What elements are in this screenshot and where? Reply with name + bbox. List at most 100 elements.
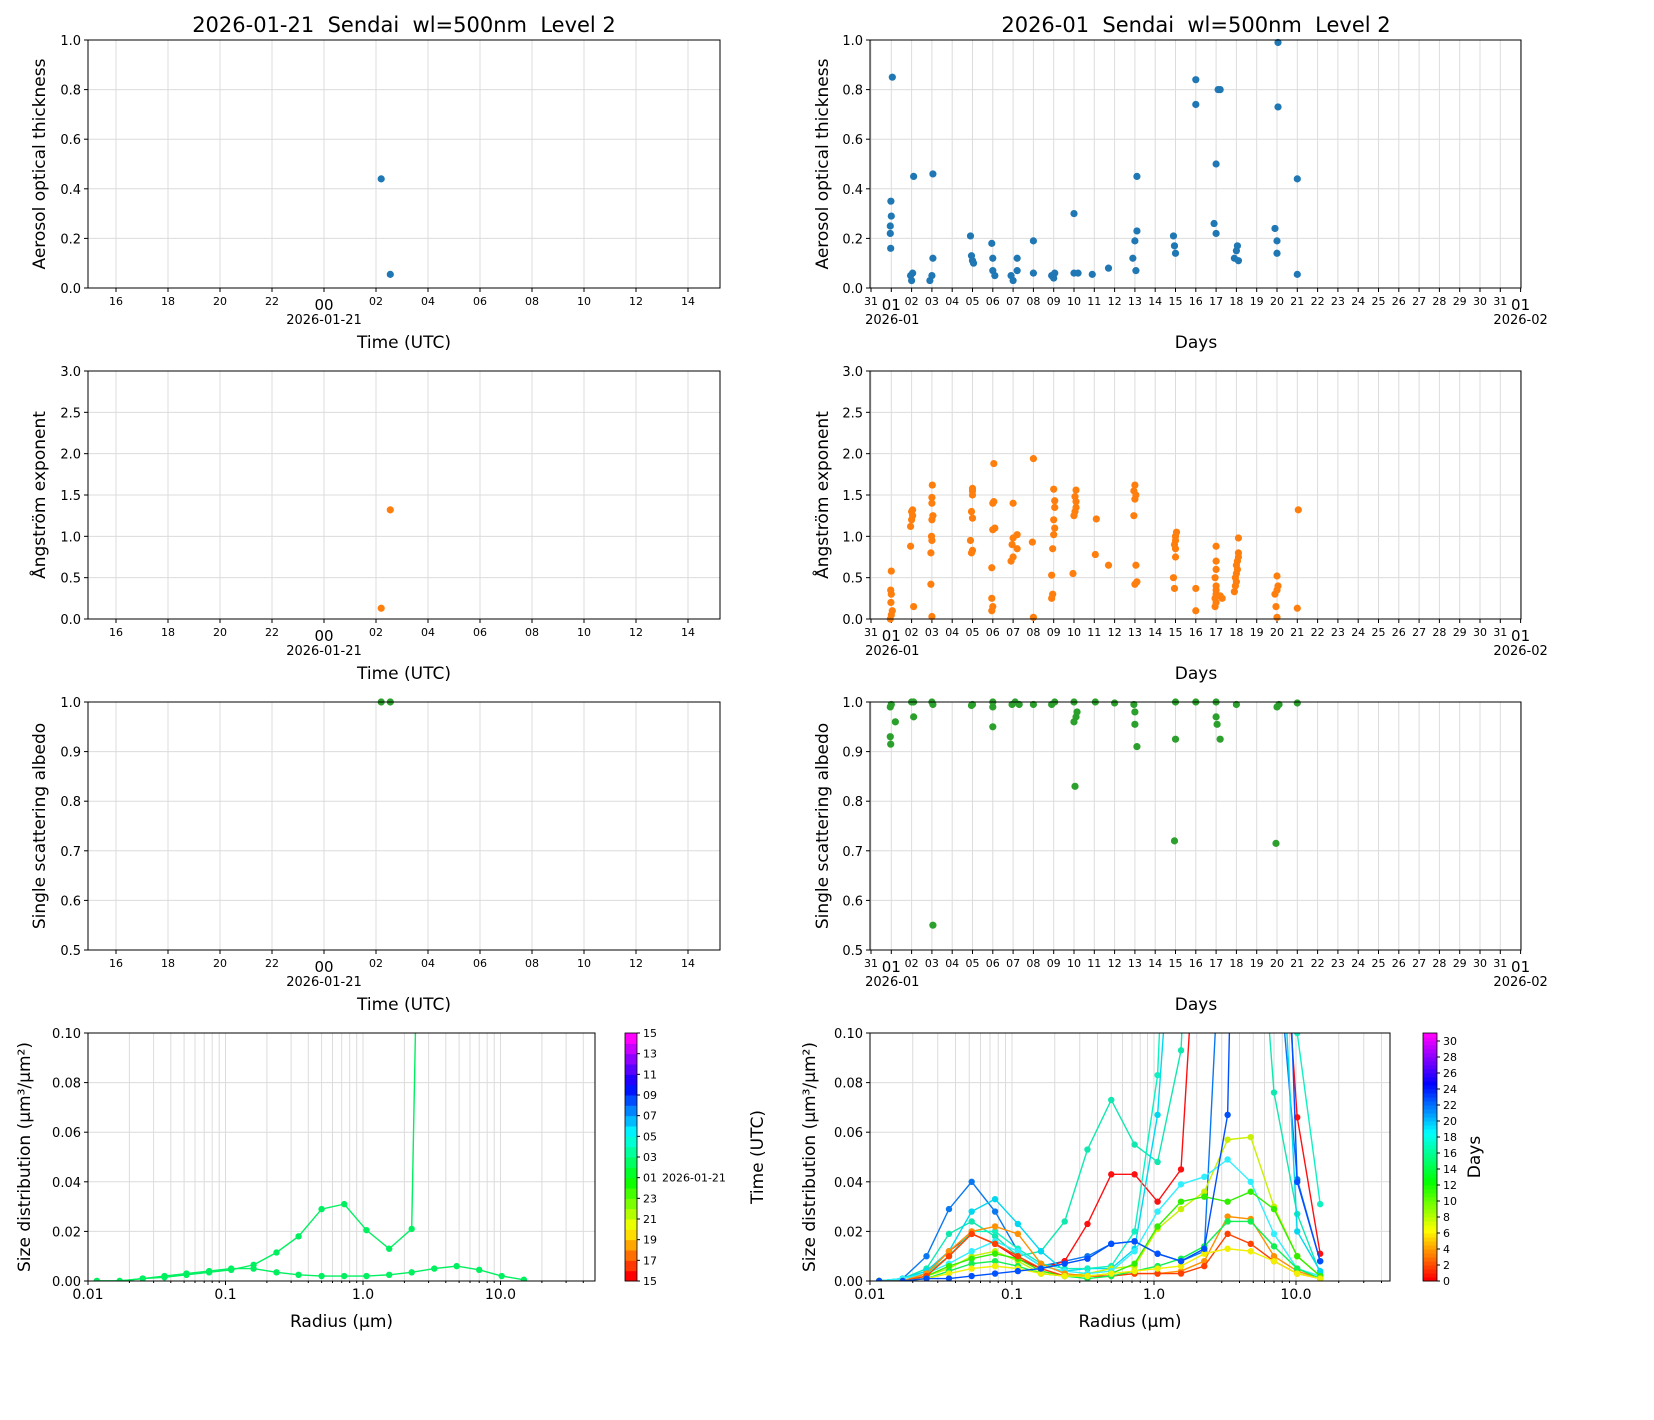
colorbar-tick-label: 24 <box>1443 1083 1457 1096</box>
x-tick-label: 08 <box>525 626 539 639</box>
y-tick-label: 0.08 <box>834 1077 863 1092</box>
data-point <box>945 1253 953 1260</box>
data-point <box>1013 531 1021 539</box>
colorbar-segment <box>1423 1129 1437 1134</box>
data-point <box>989 723 997 731</box>
data-point <box>1216 86 1224 94</box>
data-point <box>1073 708 1081 716</box>
x-tick-label: 06 <box>473 626 487 639</box>
data-point <box>1050 516 1058 524</box>
data-point <box>1037 1260 1045 1267</box>
month-start-label: 2026-01 <box>865 644 919 659</box>
data-point <box>1270 1253 1278 1260</box>
data-point <box>1131 1228 1138 1235</box>
y-tick-label: 1.0 <box>842 530 863 545</box>
data-point <box>909 506 917 514</box>
data-point <box>1131 1267 1138 1275</box>
x-tick-label: 28 <box>1432 626 1446 639</box>
colorbar-tick-label: 13 <box>643 1048 657 1061</box>
data-point <box>1224 1198 1231 1205</box>
x-tick-label: 14 <box>681 957 695 970</box>
x-tick-label: 25 <box>1372 626 1386 639</box>
y-tick-label: 0.0 <box>842 613 863 628</box>
data-point <box>1224 1230 1231 1238</box>
x-tick-label: 18 <box>1229 957 1243 970</box>
x-tick-label: 06 <box>986 295 1000 308</box>
data-point <box>1132 267 1140 275</box>
data-point <box>1273 237 1281 245</box>
y-tick-label: 0.0 <box>842 282 863 297</box>
data-point <box>295 1233 302 1240</box>
colorbar-tick-label: 12 <box>1443 1179 1457 1192</box>
y-tick-label: 1.5 <box>842 489 863 504</box>
colorbar-segment <box>1423 1109 1437 1114</box>
colorbar-tick-label: 07 <box>643 1110 657 1123</box>
data-point <box>1210 219 1218 228</box>
colorbar-tick-label: 09 <box>643 1089 657 1102</box>
data-point <box>1029 613 1037 621</box>
data-point <box>385 1245 393 1252</box>
data-point <box>1154 1265 1161 1272</box>
colorbar-segment <box>1423 1229 1437 1234</box>
data-point <box>991 1257 999 1265</box>
data-point <box>1013 267 1021 275</box>
y-axis-label: Ångström exponent <box>811 411 833 579</box>
data-point <box>875 1277 883 1281</box>
x-tick-label: 09 <box>1047 957 1061 970</box>
x-tick-label: 07 <box>1006 626 1020 639</box>
colorbar-segment <box>625 1064 637 1075</box>
data-point <box>1133 172 1141 180</box>
data-point <box>1037 1248 1045 1255</box>
data-point <box>968 546 977 554</box>
colorbar-tick-label: 30 <box>1443 1035 1457 1048</box>
x-tick-label: 10 <box>577 957 591 970</box>
data-point <box>891 718 899 726</box>
colorbar-tick-label: 23 <box>643 1192 657 1205</box>
x-tick-label: 27 <box>1412 295 1426 308</box>
data-point <box>431 1265 438 1272</box>
x-tick-label: 16 <box>109 626 123 639</box>
x-tick-label: 16 <box>109 957 123 970</box>
data-point <box>945 1248 953 1255</box>
data-point <box>183 1270 190 1277</box>
x-tick-label: 22 <box>1311 957 1325 970</box>
x-tick-label: 13 <box>1128 626 1142 639</box>
data-point <box>1234 257 1243 265</box>
data-point <box>991 272 999 280</box>
x-tick-label: 18 <box>161 626 175 639</box>
series-line <box>879 1033 1321 1281</box>
data-point <box>341 1200 348 1208</box>
data-point <box>991 1262 999 1270</box>
x-tick-label: 14 <box>681 295 695 308</box>
data-point <box>928 493 936 502</box>
colorbar-tick-label: 18 <box>1443 1131 1457 1144</box>
x-tick-label: 25 <box>1372 957 1386 970</box>
data-point <box>968 484 977 492</box>
data-point <box>968 514 977 522</box>
data-point <box>1130 512 1138 520</box>
data-point <box>1084 1220 1091 1228</box>
data-point <box>1171 249 1180 257</box>
data-point <box>1247 1178 1254 1186</box>
y-tick-label: 0.06 <box>834 1126 863 1141</box>
data-point <box>1212 557 1220 565</box>
data-point <box>1051 269 1059 277</box>
x-tick-label: 21 <box>1290 957 1304 970</box>
x-tick-label: 11 <box>1087 957 1101 970</box>
x-tick-label: 19 <box>1250 295 1264 308</box>
data-point <box>1170 837 1179 845</box>
x-tick-label: 10 <box>577 295 591 308</box>
plot-frame <box>87 39 721 289</box>
colorbar-segment <box>1423 1149 1437 1154</box>
colorbar-tick-label: 17 <box>643 1254 657 1267</box>
x-axis-label: Time (UTC) <box>356 333 451 353</box>
data-point <box>1177 1047 1185 1054</box>
colorbar-segment <box>1423 1189 1437 1194</box>
data-point <box>968 1178 975 1186</box>
colorbar-segment <box>1423 1117 1437 1122</box>
y-axis-label: Aerosol optical thickness <box>30 58 50 269</box>
x-tick-label: 20 <box>1270 626 1284 639</box>
colorbar-segment <box>1423 1197 1437 1202</box>
data-point <box>1171 553 1180 561</box>
data-point <box>1270 1243 1278 1250</box>
